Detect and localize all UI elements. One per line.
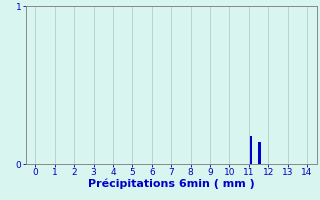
X-axis label: Précipitations 6min ( mm ): Précipitations 6min ( mm ) [88, 179, 255, 189]
Bar [258, 142, 261, 164]
Bar [250, 136, 252, 164]
